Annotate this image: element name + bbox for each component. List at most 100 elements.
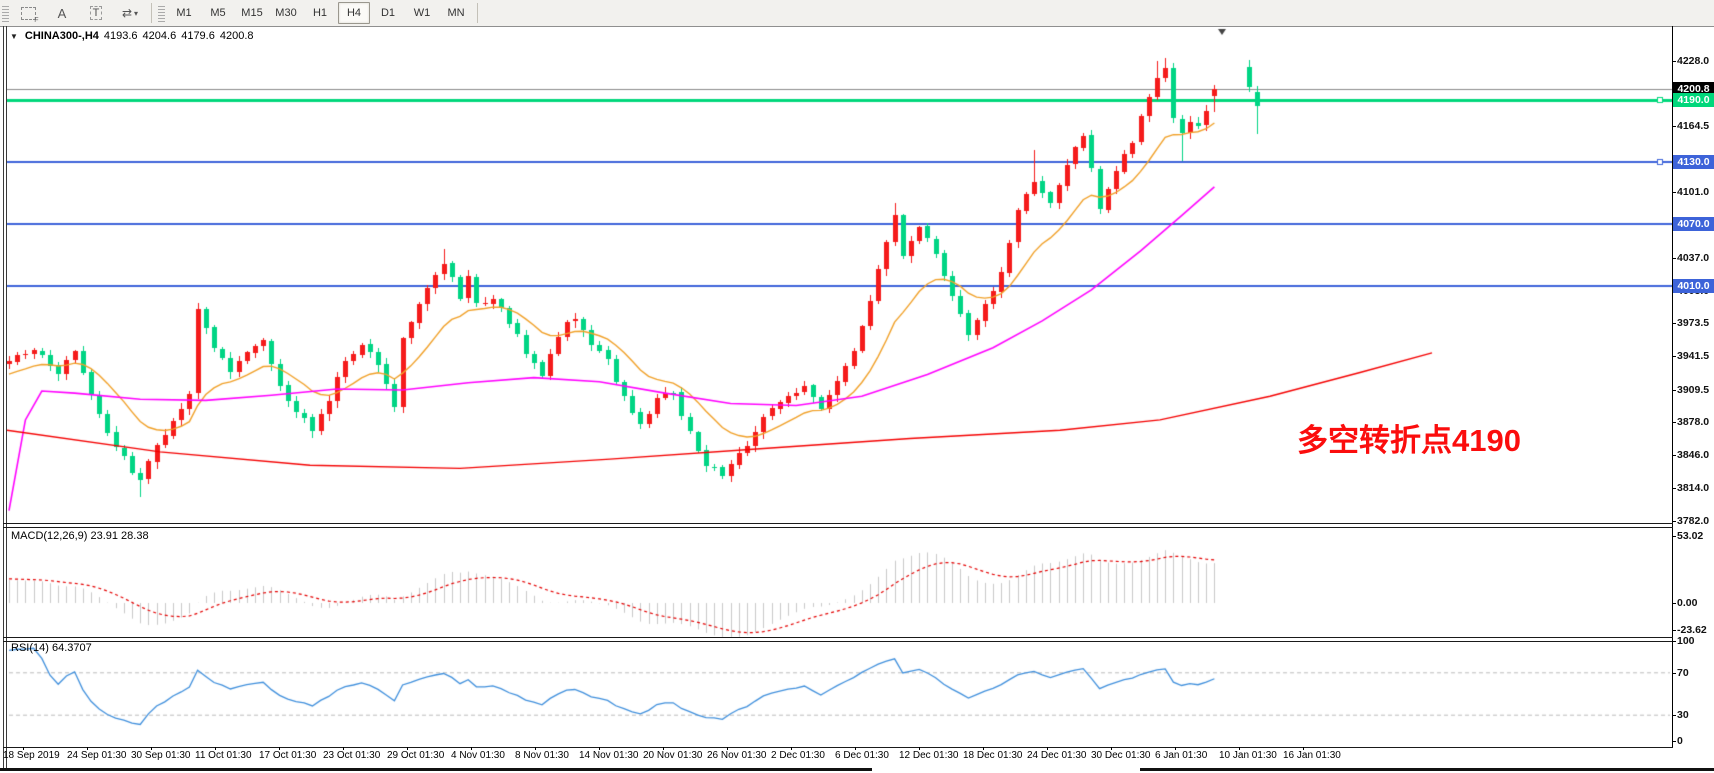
macd-indicator-label: MACD(12,26,9) 23.91 28.38 bbox=[11, 530, 149, 542]
rsi-tick-label: 70 bbox=[1677, 666, 1689, 679]
timeframe-button-h4[interactable]: H4 bbox=[338, 2, 370, 24]
price-tick-label: 3878.0 bbox=[1677, 415, 1710, 428]
price-tick-label: 4164.5 bbox=[1677, 120, 1710, 133]
time-label: 8 Nov 01:30 bbox=[515, 750, 569, 761]
panel-separator[interactable] bbox=[3, 523, 1673, 524]
ohlc-low: 4179.6 bbox=[181, 30, 215, 42]
letter-t-icon: T bbox=[89, 6, 103, 20]
analyst-annotation-text[interactable]: 多空转折点4190 bbox=[1297, 423, 1521, 458]
time-label: 4 Nov 01:30 bbox=[451, 750, 505, 761]
price-box-4130.0: 4130.0 bbox=[1673, 155, 1714, 170]
timeframe-button-h1[interactable]: H1 bbox=[312, 7, 328, 19]
time-tick-mark bbox=[1303, 747, 1304, 750]
time-label: 18 Sep 2019 bbox=[3, 750, 60, 761]
time-tick-mark bbox=[727, 747, 728, 750]
panel-separator[interactable] bbox=[3, 527, 1673, 528]
time-tick-mark bbox=[663, 747, 664, 750]
marquee-icon: F bbox=[20, 6, 39, 24]
toolbar-separator bbox=[151, 3, 152, 23]
time-tick-mark bbox=[471, 747, 472, 750]
time-tick-mark bbox=[1111, 747, 1112, 750]
time-tick-mark bbox=[535, 747, 536, 750]
bottom-border-gap bbox=[872, 768, 1140, 771]
rsi-tick-mark bbox=[1672, 641, 1676, 642]
time-label: 20 Nov 01:30 bbox=[643, 750, 703, 761]
macd-tick-mark bbox=[1672, 630, 1676, 631]
macd-tick-mark bbox=[1672, 536, 1676, 537]
price-chart-canvas[interactable] bbox=[7, 27, 1672, 747]
chart-window: ▼ CHINA300-,H4 4193.6 4204.6 4179.6 4200… bbox=[0, 26, 1714, 773]
ohlc-close: 4200.8 bbox=[219, 30, 254, 42]
time-tick-mark bbox=[1175, 747, 1176, 750]
select-marquee-button[interactable]: F bbox=[12, 2, 44, 24]
time-tick-mark bbox=[791, 747, 792, 750]
time-tick-mark bbox=[23, 747, 24, 750]
macd-tick-label: 53.02 bbox=[1677, 530, 1704, 542]
panel-separator[interactable] bbox=[3, 641, 1673, 642]
price-tick-label: 4228.0 bbox=[1677, 55, 1710, 67]
rsi-tick-mark bbox=[1672, 715, 1676, 717]
ohlc-high: 4204.6 bbox=[142, 30, 177, 42]
crosshair-arrows-icon: ⇄ bbox=[121, 6, 133, 20]
price-box-4010.0: 4010.0 bbox=[1673, 278, 1714, 293]
timeframe-button-mn[interactable]: MN bbox=[447, 7, 465, 19]
timeframe-button-w1[interactable]: W1 bbox=[413, 7, 431, 19]
rsi-indicator-label: RSI(14) 64.3707 bbox=[11, 642, 92, 654]
time-label: 17 Oct 01:30 bbox=[259, 750, 317, 761]
chevron-down-icon: ▾ bbox=[134, 8, 139, 18]
timeframe-button-m15[interactable]: M15 bbox=[241, 7, 263, 19]
time-label: 12 Dec 01:30 bbox=[899, 750, 959, 761]
timeframe-button-d1[interactable]: D1 bbox=[380, 7, 396, 19]
time-tick-mark bbox=[343, 747, 344, 750]
time-label: 6 Jan 01:30 bbox=[1155, 750, 1208, 761]
time-tick-mark bbox=[1239, 747, 1240, 750]
collapse-triangle-icon[interactable]: ▼ bbox=[10, 31, 18, 41]
price-tick-label: 3909.5 bbox=[1677, 383, 1710, 396]
rsi-tick-label: 0 bbox=[1677, 735, 1683, 747]
time-label: 18 Dec 01:30 bbox=[963, 750, 1023, 761]
price-tick-mark bbox=[1672, 61, 1676, 62]
panel-separator[interactable] bbox=[3, 637, 1673, 638]
time-tick-mark bbox=[407, 747, 408, 750]
time-label: 16 Jan 01:30 bbox=[1283, 750, 1341, 761]
timeframe-button-m30[interactable]: M30 bbox=[275, 7, 297, 19]
price-tick-mark bbox=[1672, 126, 1676, 128]
text-box-button[interactable]: T bbox=[80, 2, 112, 24]
price-tick-mark bbox=[1672, 257, 1676, 259]
symbol-period-label: CHINA300-,H4 bbox=[24, 30, 99, 42]
price-tick-label: 3941.5 bbox=[1677, 350, 1710, 363]
price-box-4190.0: 4190.0 bbox=[1673, 93, 1714, 108]
macd-tick-label: 0.00 bbox=[1677, 597, 1698, 609]
window-left-border bbox=[3, 26, 4, 771]
time-tick-mark bbox=[855, 747, 856, 750]
time-label: 14 Nov 01:30 bbox=[579, 750, 639, 761]
drawing-tools-button[interactable]: ⇄ ▾ bbox=[114, 2, 146, 24]
time-tick-mark bbox=[919, 747, 920, 750]
price-tick-label: 3973.5 bbox=[1677, 317, 1710, 330]
time-label: 30 Dec 01:30 bbox=[1091, 750, 1151, 761]
price-tick-label: 4101.0 bbox=[1677, 185, 1710, 198]
price-tick-mark bbox=[1672, 389, 1676, 391]
timeframe-button-m1[interactable]: M1 bbox=[176, 7, 192, 19]
time-tick-mark bbox=[1047, 747, 1048, 750]
ohlc-open: 4193.6 bbox=[103, 30, 138, 42]
toolbar-separator bbox=[477, 3, 478, 23]
rsi-tick-label: 100 bbox=[1677, 635, 1695, 647]
time-tick-mark bbox=[599, 747, 600, 750]
toolbar: F A T ⇄ ▾ M1 M5 M15 M30 H1 H4 D1 W1 MN bbox=[0, 0, 1714, 27]
time-label: 2 Dec 01:30 bbox=[771, 750, 825, 761]
timeframe-button-m5[interactable]: M5 bbox=[210, 7, 226, 19]
text-label-button[interactable]: A bbox=[46, 2, 78, 24]
timeframe-grip-handle[interactable] bbox=[158, 4, 165, 22]
time-label: 23 Oct 01:30 bbox=[323, 750, 381, 761]
window-left-border-inner bbox=[6, 26, 7, 771]
price-tick-label: 4037.0 bbox=[1677, 251, 1710, 264]
letter-a-icon: A bbox=[57, 5, 67, 21]
time-tick-mark bbox=[87, 747, 88, 750]
toolbar-grip-handle[interactable] bbox=[2, 4, 9, 22]
price-axis-line[interactable] bbox=[1672, 26, 1673, 747]
time-label: 6 Dec 01:30 bbox=[835, 750, 889, 761]
macd-tick-label: -23.62 bbox=[1677, 624, 1707, 636]
price-tick-label: 3846.0 bbox=[1677, 448, 1710, 461]
